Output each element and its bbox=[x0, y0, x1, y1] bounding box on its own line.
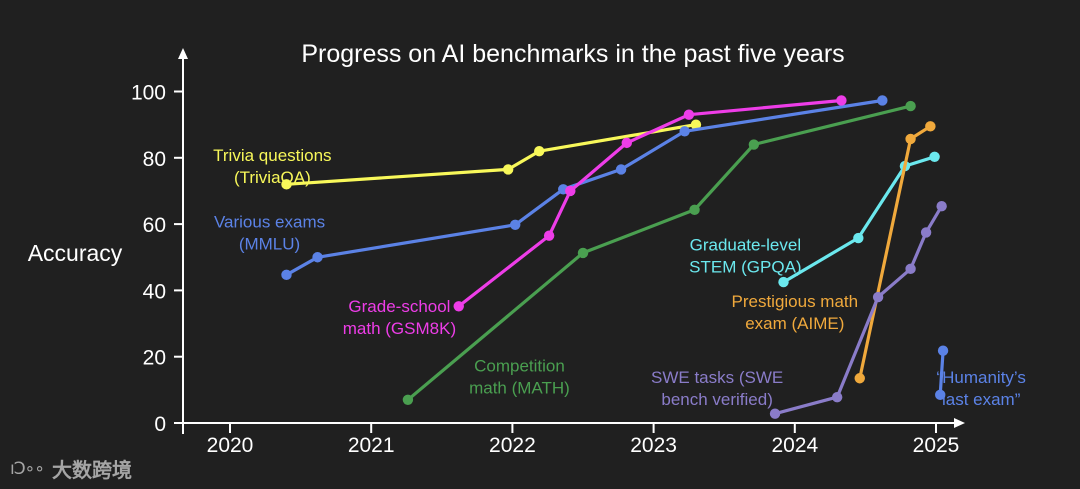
series-line bbox=[284, 122, 698, 186]
x-axis-arrow bbox=[954, 418, 965, 428]
y-tick-label: 80 bbox=[143, 148, 166, 171]
series-4: Graduate-level STEM (GPQA) bbox=[689, 151, 940, 288]
series-6: SWE tasks (SWE bench verified) bbox=[651, 200, 947, 419]
y-axis-label: Accuracy bbox=[28, 240, 123, 266]
data-point bbox=[689, 204, 700, 216]
series-line bbox=[938, 349, 945, 397]
data-point bbox=[748, 139, 760, 150]
data-point bbox=[510, 219, 521, 230]
series-label: Various exams bbox=[214, 212, 325, 231]
series-label: Trivia questions bbox=[213, 146, 331, 165]
data-point bbox=[872, 291, 884, 303]
data-point bbox=[920, 227, 932, 238]
series-label: math (GSM8K) bbox=[343, 319, 456, 338]
x-tick-label: 2022 bbox=[489, 434, 536, 457]
series-label: last exam” bbox=[942, 390, 1021, 409]
data-point bbox=[621, 137, 632, 149]
watermark-logo: ıƆ∘∘ bbox=[10, 458, 45, 479]
series-label: Grade-school bbox=[348, 297, 450, 316]
data-point bbox=[543, 230, 555, 241]
series-0: Trivia questions (TriviaQA) bbox=[213, 119, 702, 190]
x-tick-label: 2023 bbox=[630, 434, 677, 457]
series-layer: Trivia questions (TriviaQA) Various exams (… bbox=[213, 95, 1026, 419]
data-point bbox=[577, 247, 589, 259]
chart-title: Progress on AI benchmarks in the past fi… bbox=[301, 40, 844, 68]
data-point bbox=[769, 408, 781, 419]
y-tick-label: 60 bbox=[143, 214, 166, 237]
series-label: “Humanity’s bbox=[936, 368, 1025, 387]
x-tick-label: 2025 bbox=[913, 434, 960, 457]
data-point bbox=[877, 95, 888, 106]
data-point bbox=[905, 100, 916, 112]
data-point bbox=[853, 232, 864, 244]
series-label: SWE tasks (SWE bbox=[651, 368, 783, 387]
x-tick-label: 2021 bbox=[348, 434, 395, 457]
series-label: STEM (GPQA) bbox=[689, 258, 801, 277]
data-point bbox=[402, 394, 414, 405]
series-2: Grade-school math (GSM8K) bbox=[343, 95, 847, 338]
series-label: Prestigious math bbox=[731, 292, 858, 311]
data-point bbox=[453, 301, 464, 312]
data-point bbox=[905, 133, 916, 145]
data-point bbox=[936, 200, 947, 212]
y-tick-label: 40 bbox=[143, 280, 166, 303]
y-axis-arrow bbox=[178, 48, 188, 59]
series-line bbox=[457, 98, 844, 308]
data-point bbox=[929, 151, 940, 163]
series-label: (MMLU) bbox=[239, 234, 300, 253]
data-point bbox=[690, 119, 702, 130]
watermark: ıƆ∘∘ 大数跨境 bbox=[10, 454, 132, 483]
series-line bbox=[781, 155, 937, 284]
data-point bbox=[312, 252, 323, 263]
data-point bbox=[937, 345, 949, 356]
data-point bbox=[683, 109, 695, 120]
series-1: Various exams (MMLU) bbox=[214, 95, 888, 281]
axes: 0 20 40 60 80 100 2020 2021 2022 2023 2024 2025 bbox=[131, 48, 965, 457]
data-point bbox=[565, 185, 576, 197]
series-label: Competition bbox=[474, 357, 565, 376]
data-point bbox=[778, 276, 789, 288]
x-tick-label: 2020 bbox=[207, 434, 254, 457]
y-tick-label: 0 bbox=[154, 413, 166, 436]
data-point bbox=[679, 126, 690, 137]
data-point bbox=[534, 145, 545, 157]
series-label: exam (AIME) bbox=[745, 314, 844, 333]
data-point bbox=[615, 164, 627, 175]
data-point bbox=[935, 389, 946, 401]
data-point bbox=[831, 391, 843, 403]
data-point bbox=[925, 121, 936, 132]
data-point bbox=[281, 269, 292, 281]
x-tick-label: 2024 bbox=[771, 434, 818, 457]
series-line bbox=[858, 124, 933, 380]
y-tick-label: 100 bbox=[131, 82, 166, 105]
series-label: Graduate-level bbox=[690, 236, 802, 255]
series-label: (TriviaQA) bbox=[234, 168, 311, 187]
series-label: math (MATH) bbox=[469, 379, 570, 398]
data-point bbox=[836, 95, 847, 106]
y-tick-label: 20 bbox=[143, 347, 166, 370]
data-point bbox=[502, 164, 514, 175]
data-point bbox=[854, 373, 865, 384]
data-point bbox=[905, 263, 916, 275]
data-point bbox=[281, 179, 292, 190]
series-7: “Humanity’s last exam” bbox=[935, 345, 1026, 409]
watermark-text: 大数跨境 bbox=[51, 458, 132, 482]
series-3: Competition math (MATH) bbox=[402, 100, 916, 405]
series-label: bench verified) bbox=[661, 390, 773, 409]
